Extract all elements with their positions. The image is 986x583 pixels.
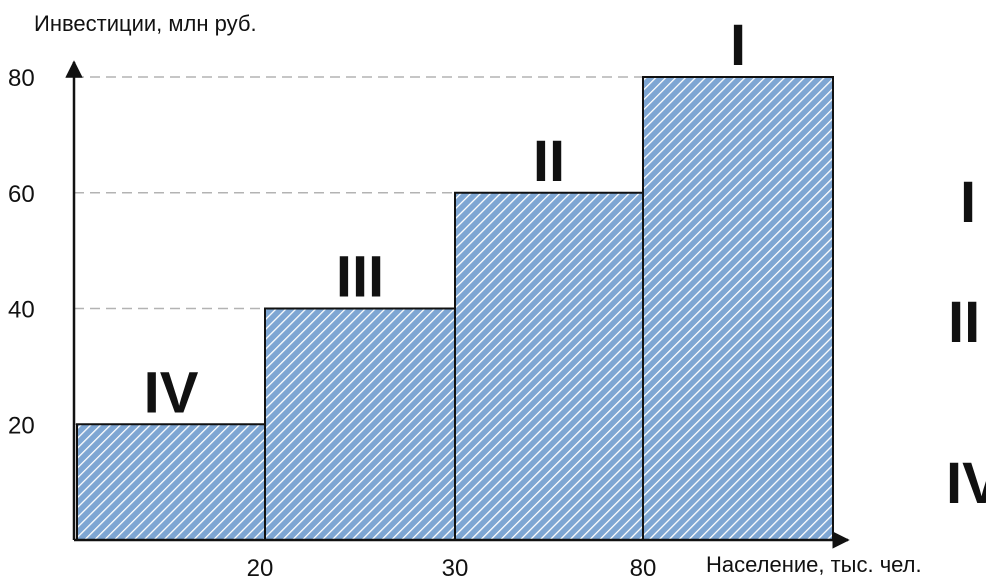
bars [76,76,834,541]
bar-label: I [730,13,746,78]
x-tick-label: 30 [442,555,469,582]
y-tick-label: 80 [8,65,35,92]
y-axis-title: Инвестиции, млн руб. [34,11,257,36]
x-tick-label: 80 [630,555,657,582]
x-tick-labels: 20 30 80 [247,555,657,582]
bar [454,191,644,541]
bar [642,76,834,541]
y-tick-labels: 20 40 60 80 [8,65,35,439]
bar [76,423,266,541]
y-tick-label: 20 [8,412,35,439]
bar-label: IV [144,360,199,425]
legend-label: II [948,290,980,355]
legend-label: I [960,170,976,235]
bar-label: III [336,245,384,310]
x-tick-label: 20 [247,555,274,582]
bar [264,307,456,541]
bar-label: II [533,129,565,194]
x-axis-title: Население, тыс. чел. [706,552,922,577]
y-tick-label: 40 [8,297,35,324]
legend-label: IV [946,451,986,516]
y-tick-label: 60 [8,181,35,208]
